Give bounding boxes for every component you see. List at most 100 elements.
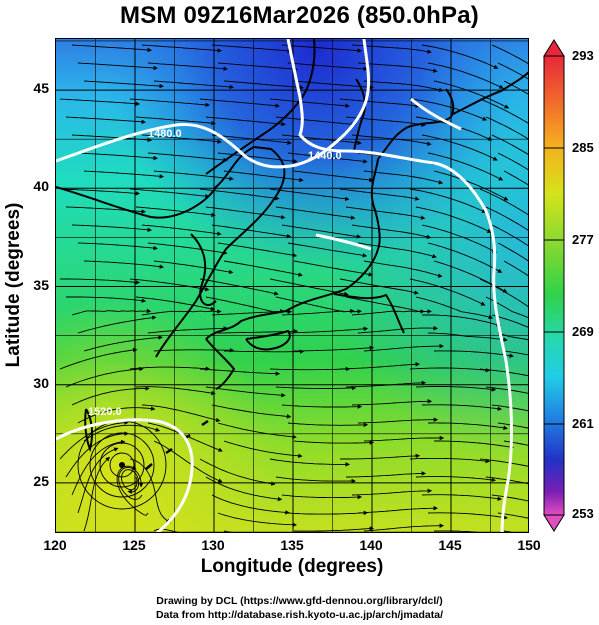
streamline <box>217 422 297 440</box>
colorbar-label-269: 269 <box>572 324 594 339</box>
streamline <box>434 440 514 450</box>
streamline <box>339 278 419 295</box>
streamline <box>491 314 528 328</box>
colorbar-label-253: 253 <box>572 506 594 521</box>
streamline <box>281 44 363 53</box>
geopotential-contours <box>56 39 514 532</box>
x-tick-label: 120 <box>43 537 67 553</box>
streamline <box>339 98 420 109</box>
streamline <box>421 134 498 161</box>
streamline <box>357 62 438 73</box>
streamline <box>497 62 528 80</box>
y-axis-label: Latitude (degrees) <box>3 202 24 368</box>
streamline <box>135 296 216 311</box>
map-plot-area: 1480.0 1440.0 1520.0 <box>55 38 529 533</box>
streamline <box>211 309 293 316</box>
streamline <box>287 62 369 72</box>
streamline <box>153 260 234 275</box>
streamline <box>153 347 235 353</box>
streamline <box>147 152 228 163</box>
streamline <box>71 308 152 316</box>
streamline <box>199 368 281 376</box>
streamline <box>211 134 292 145</box>
colorbar-top-arrow <box>543 39 565 57</box>
streamline <box>147 242 228 255</box>
streamline <box>141 224 222 236</box>
streamline <box>363 170 444 185</box>
streamline <box>497 332 528 341</box>
streamline <box>199 278 279 296</box>
streamline <box>485 116 528 140</box>
streamline <box>65 116 147 125</box>
streamline <box>281 134 362 146</box>
streamline <box>223 260 303 277</box>
streamline <box>427 62 504 89</box>
streamline <box>205 386 286 398</box>
streamline <box>339 188 420 201</box>
contour-1480 <box>56 39 370 169</box>
streamline <box>503 350 528 356</box>
streamline <box>269 366 351 372</box>
contour-1440 <box>286 39 514 532</box>
streamline <box>479 98 528 124</box>
streamline <box>287 422 369 428</box>
streamline <box>491 224 528 247</box>
streamline <box>357 325 439 334</box>
streamline <box>59 420 129 460</box>
streamline <box>66 296 147 303</box>
streamline <box>269 188 350 202</box>
streamline <box>59 347 138 370</box>
streamline <box>421 404 503 411</box>
low-center-marker <box>119 462 125 468</box>
streamline <box>497 152 528 171</box>
streamline <box>135 116 216 126</box>
streamline <box>503 260 528 277</box>
swirl-streamline <box>109 452 135 478</box>
streamline <box>415 386 497 392</box>
credit-drawing: Drawing by DCL (https://www.gfd-dennou.o… <box>156 595 443 607</box>
streamline <box>293 526 375 532</box>
streamline <box>351 134 432 146</box>
streamline <box>491 494 528 502</box>
streamline <box>479 458 528 467</box>
streamline <box>415 206 492 233</box>
streamline <box>77 447 119 514</box>
streamline <box>205 476 283 502</box>
streamline <box>129 458 171 524</box>
streamline <box>281 309 362 316</box>
streamline <box>421 44 499 69</box>
streamline <box>409 457 491 464</box>
streamline <box>363 80 444 92</box>
streamline <box>275 116 356 127</box>
streamline <box>351 224 432 239</box>
colorbar-label-261: 261 <box>572 416 594 431</box>
streamline <box>421 494 503 501</box>
streamline <box>479 188 528 216</box>
streamline <box>345 206 426 220</box>
streamline <box>293 440 375 445</box>
streamline <box>77 315 157 334</box>
streamline <box>351 309 432 316</box>
streamline <box>275 206 356 220</box>
streamline <box>71 386 150 406</box>
streamline <box>357 417 439 424</box>
streamline <box>351 399 433 406</box>
streamline <box>269 98 350 109</box>
streamline <box>409 188 487 213</box>
streamline <box>129 278 210 292</box>
streamline <box>275 385 357 391</box>
streamline <box>275 476 357 484</box>
streamline <box>357 242 437 259</box>
streamline <box>147 62 229 71</box>
contour-1520 <box>56 418 194 532</box>
streamline <box>217 512 298 527</box>
streamline <box>345 296 425 314</box>
streamline <box>223 80 304 90</box>
streamline <box>129 188 210 199</box>
streamline <box>205 296 285 314</box>
streamline <box>141 134 222 144</box>
y-tick-label: 35 <box>33 276 49 293</box>
colorbar-label-293: 293 <box>572 48 594 63</box>
streamline <box>211 44 293 53</box>
streamline <box>287 152 368 164</box>
